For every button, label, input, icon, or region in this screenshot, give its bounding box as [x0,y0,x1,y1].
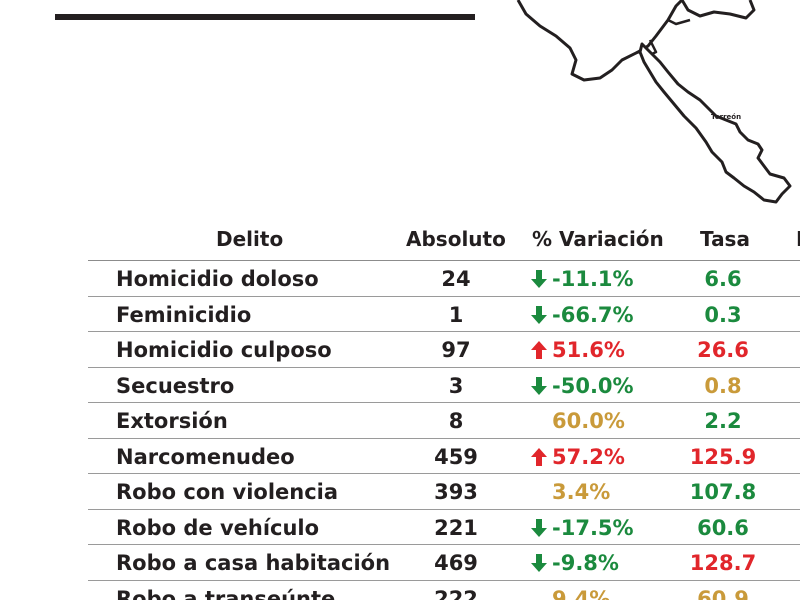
header-delito: Delito [216,227,284,251]
map-inner-line [667,18,691,26]
cell-delito: Secuestro [116,373,235,398]
cell-delito: Robo a casa habitación [116,551,391,575]
cell-delito: Feminicidio [116,302,252,327]
map-outline-right [680,0,756,20]
header-absoluto: Absoluto [406,227,506,251]
cell-tasa: 6.6 [704,267,742,291]
cell-variacion: 60.0% [530,409,655,433]
cell-tasa: 125.9 [689,444,757,469]
variacion-value: 51.6% [552,338,625,362]
cell-absoluto: 3 [448,373,464,398]
cell-absoluto: 469 [434,551,478,575]
map-outline-torreon [638,42,792,204]
cell-variacion: 3.4% [530,480,655,504]
cell-variacion: -17.5% [530,516,655,540]
cell-absoluto: 222 [434,586,478,600]
cell-tasa: 0.8 [704,373,742,398]
cell-absoluto: 24 [441,267,471,291]
title-underline-bar [55,14,475,20]
variacion-value: -66.7% [552,302,634,327]
arrow-up-icon [531,447,547,466]
region-map: Torreón [516,0,792,204]
cell-delito: Homicidio culposo [116,338,332,362]
table-header: Delito Absoluto % Variación Tasa I [88,222,800,261]
variacion-value: 57.2% [552,444,625,469]
map-outline-upper [516,0,684,82]
arrow-down-icon [531,518,547,537]
table-row: Homicidio doloso 24 -11.1% 6.6 [88,261,800,297]
cell-absoluto: 1 [448,302,464,327]
arrow-down-icon [531,554,547,572]
table-row: Robo a casa habitación 469 -9.8% 128.7 [88,545,800,581]
variacion-value: -17.5% [552,515,634,540]
cell-variacion: -11.1% [530,267,655,291]
cell-delito: Extorsión [116,409,228,433]
arrow-up-icon [531,341,547,359]
cell-variacion: -50.0% [530,374,655,398]
variacion-value: 60.0% [552,409,625,433]
cell-delito: Robo de vehículo [116,515,320,540]
table-row: Robo con violencia 393 3.4% 107.8 [88,474,800,510]
table-row: Secuestro 3 -50.0% 0.8 [88,368,800,403]
cell-absoluto: 221 [434,515,478,540]
cell-delito: Narcomenudeo [116,444,295,469]
header-tasa: Tasa [700,227,750,251]
cell-absoluto: 97 [441,338,471,362]
variacion-value: -11.1% [552,267,634,291]
table-row: Extorsión 8 60.0% 2.2 [88,403,800,439]
table-body: Homicidio doloso 24 -11.1% 6.6 Feminicidio 1 -… [88,261,800,600]
cell-tasa: 60.9 [697,586,749,600]
table-row: Feminicidio 1 -66.7% 0.3 [88,297,800,332]
header-extra: I [796,227,800,251]
arrow-down-icon [531,376,547,395]
cell-absoluto: 459 [434,444,478,469]
variacion-value: 3.4% [552,480,611,504]
cell-tasa: 26.6 [697,338,749,362]
cell-delito: Robo con violencia [116,480,339,504]
map-label-torreon: Torreón [711,113,741,121]
cell-tasa: 128.7 [689,551,757,575]
table-row: Homicidio culposo 97 51.6% 26.6 [88,332,800,368]
arrow-down-icon [531,270,547,288]
cell-variacion: 51.6% [530,338,655,362]
cell-absoluto: 393 [434,480,478,504]
cell-tasa: 107.8 [689,480,757,504]
arrow-down-icon [531,305,547,324]
variacion-value: -50.0% [552,373,634,398]
header-variacion: % Variación [532,227,664,251]
cell-tasa: 0.3 [704,302,742,327]
variacion-value: 9.4% [552,586,611,600]
cell-absoluto: 8 [448,409,464,433]
cell-variacion: -9.8% [530,551,655,575]
cell-variacion: -66.7% [530,303,655,327]
cell-variacion: 9.4% [530,587,655,600]
cell-delito: Robo a transeúnte [116,586,336,600]
cell-tasa: 60.6 [697,515,749,540]
cell-delito: Homicidio doloso [116,267,319,291]
variacion-value: -9.8% [552,551,619,575]
crime-table: Delito Absoluto % Variación Tasa I Homic… [88,222,800,600]
cell-tasa: 2.2 [704,409,742,433]
table-row: Robo de vehículo 221 -17.5% 60.6 [88,510,800,545]
table-row: Narcomenudeo 459 57.2% 125.9 [88,439,800,474]
table-row: Robo a transeúnte 222 9.4% 60.9 [88,581,800,600]
cell-variacion: 57.2% [530,445,655,469]
